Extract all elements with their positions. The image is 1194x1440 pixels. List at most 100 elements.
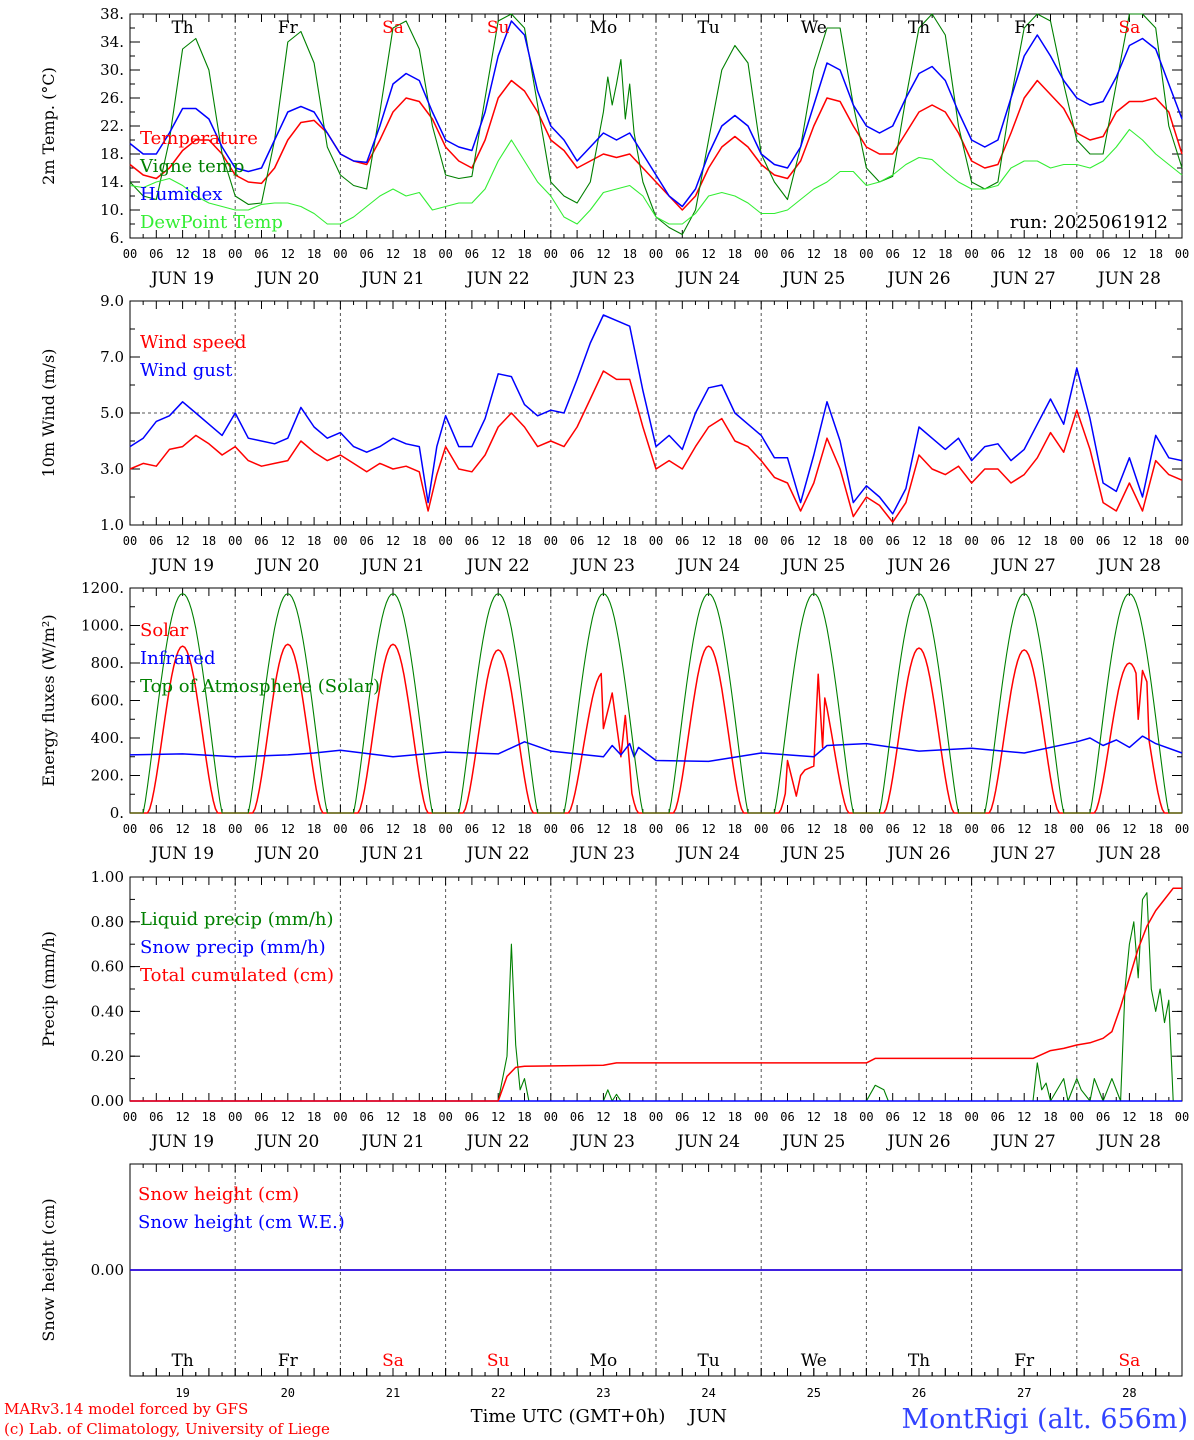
y-tick-label: 0.20 <box>91 1047 124 1065</box>
day-name: Sa <box>1119 18 1141 38</box>
y-tick-label: 400. <box>91 729 124 747</box>
hour-label: 12 <box>912 247 926 261</box>
legend-entry: Humidex <box>140 184 222 205</box>
hour-label: 18 <box>202 247 216 261</box>
day-name-bottom: Sa <box>1119 1351 1141 1371</box>
hour-label: 00 <box>438 247 452 261</box>
y-tick-label: 9.0 <box>100 292 124 310</box>
hour-label: 12 <box>1122 247 1136 261</box>
hour-label: 18 <box>938 1110 952 1124</box>
day-name-bottom: Su <box>487 1351 510 1371</box>
hour-label: 12 <box>386 822 400 836</box>
hour-label: 18 <box>412 822 426 836</box>
hour-label: 06 <box>991 822 1005 836</box>
hour-label: 12 <box>1122 1110 1136 1124</box>
hour-label: 06 <box>780 247 794 261</box>
hour-label: 00 <box>228 822 242 836</box>
hour-label: 06 <box>675 247 689 261</box>
site-title: MontRigi (alt. 656m) <box>901 1404 1188 1435</box>
hour-label: 12 <box>281 534 295 548</box>
date-label: JUN 23 <box>570 556 635 576</box>
hour-label: 06 <box>570 534 584 548</box>
hour-label: 00 <box>754 534 768 548</box>
hour-label: 18 <box>517 247 531 261</box>
y-axis-label: 2m Temp. (°C) <box>39 67 58 185</box>
hour-label: 12 <box>175 534 189 548</box>
hour-label: 12 <box>701 822 715 836</box>
hour-label: 00 <box>333 822 347 836</box>
hour-label: 06 <box>465 822 479 836</box>
hour-label: 12 <box>281 247 295 261</box>
y-tick-label: 1000. <box>81 617 124 635</box>
hour-label: 12 <box>596 1110 610 1124</box>
hour-label: 00 <box>333 1110 347 1124</box>
date-label: JUN 23 <box>570 1132 635 1152</box>
date-label: JUN 27 <box>991 1132 1056 1152</box>
y-tick-label: 7.0 <box>100 348 124 366</box>
date-label: JUN 23 <box>570 269 635 289</box>
hour-label: 18 <box>728 1110 742 1124</box>
day-name-bottom: Tu <box>697 1351 719 1371</box>
day-name-bottom: Th <box>171 1351 193 1371</box>
y-axis-label: Energy fluxes (W/m²) <box>39 614 58 786</box>
hour-label: 06 <box>780 534 794 548</box>
y-tick-label: 0.00 <box>91 1261 124 1279</box>
hour-label: 12 <box>807 247 821 261</box>
y-tick-label: 1.00 <box>91 868 124 886</box>
day-number: 25 <box>807 1386 821 1400</box>
hour-label: 06 <box>359 247 373 261</box>
hour-label: 18 <box>412 534 426 548</box>
hour-label: 12 <box>175 822 189 836</box>
hour-label: 06 <box>465 247 479 261</box>
y-axis-label: 10m Wind (m/s) <box>39 349 58 478</box>
series-line-wind-speed <box>129 370 1183 523</box>
hour-label: 06 <box>991 534 1005 548</box>
hour-label: 00 <box>964 1110 978 1124</box>
y-tick-label: 5.0 <box>100 404 124 422</box>
day-name-bottom: Sa <box>382 1351 404 1371</box>
legend-entry: Vigne temp <box>139 156 244 177</box>
panel-wind: 1.0 3.0 5.0 7.0 9.0 10m Wind (m/s) Wind speed W… <box>39 292 1189 576</box>
hour-label: 00 <box>228 247 242 261</box>
hour-label: 12 <box>1017 1110 1031 1124</box>
hour-label: 12 <box>701 1110 715 1124</box>
y-tick-label: 38. <box>100 5 124 23</box>
date-label: JUN 25 <box>780 844 845 864</box>
hour-label: 18 <box>1148 822 1162 836</box>
hour-label: 18 <box>833 1110 847 1124</box>
y-tick-label: 6. <box>110 229 124 247</box>
hour-label: 00 <box>333 247 347 261</box>
hour-label: 12 <box>175 247 189 261</box>
date-label: JUN 25 <box>780 556 845 576</box>
hour-label: 00 <box>544 822 558 836</box>
y-tick-label: 800. <box>91 654 124 672</box>
y-tick-label: 34. <box>100 33 124 51</box>
hour-label: 12 <box>281 1110 295 1124</box>
day-name: Su <box>487 18 510 38</box>
hour-label: 12 <box>386 1110 400 1124</box>
hour-label: 18 <box>1043 1110 1057 1124</box>
y-tick-label: 1.0 <box>100 516 124 534</box>
date-label: JUN 25 <box>780 1132 845 1152</box>
day-name: We <box>801 18 827 38</box>
day-number: 23 <box>596 1386 610 1400</box>
hour-label: 00 <box>123 247 137 261</box>
legend-entry: Temperature <box>140 128 258 149</box>
day-number: 26 <box>912 1386 926 1400</box>
hour-label: 12 <box>807 1110 821 1124</box>
hour-label: 12 <box>491 1110 505 1124</box>
hour-label: 06 <box>780 1110 794 1124</box>
hour-label: 18 <box>412 247 426 261</box>
date-label: JUN 28 <box>1096 1132 1161 1152</box>
footer-copyright: (c) Lab. of Climatology, University of L… <box>4 1420 330 1438</box>
panel-temp: 6. 10. 14. 18. 22. 26. 30. 34. 38. 2m Temp. (°C) T… <box>39 5 1189 289</box>
legend-entry: DewPoint Temp <box>140 212 283 233</box>
hour-label: 18 <box>1148 534 1162 548</box>
day-name: Fr <box>278 18 299 38</box>
hour-label: 18 <box>412 1110 426 1124</box>
hour-label: 12 <box>912 1110 926 1124</box>
date-label: JUN 20 <box>254 269 319 289</box>
hour-label: 06 <box>780 822 794 836</box>
hour-label: 18 <box>622 534 636 548</box>
run-label: run: 2025061912 <box>1010 212 1168 233</box>
